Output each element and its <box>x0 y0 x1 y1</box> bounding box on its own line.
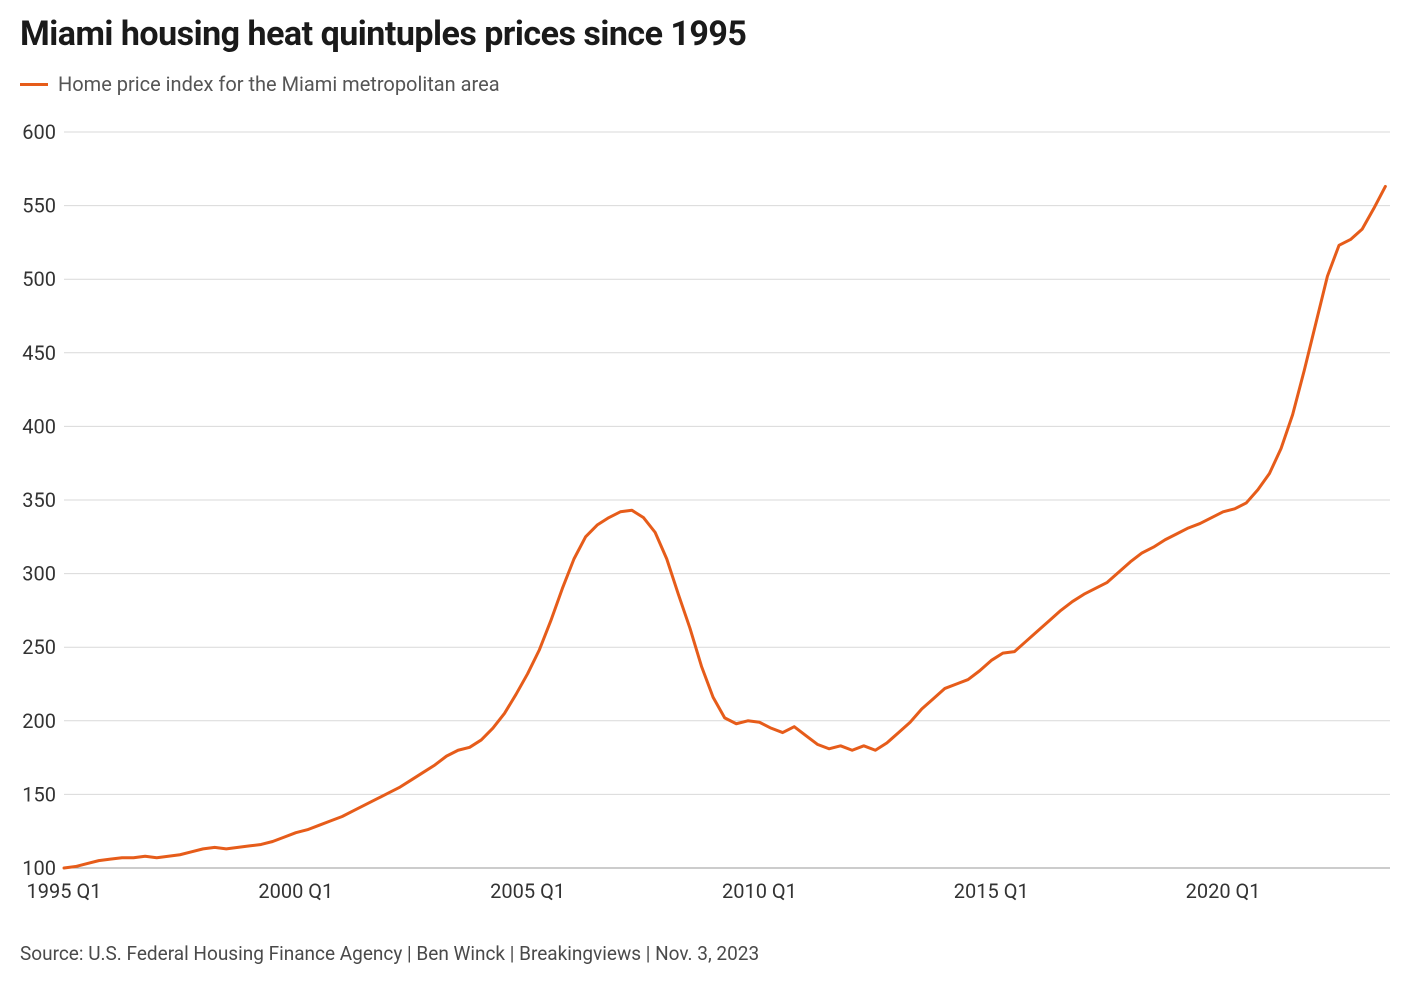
svg-text:500: 500 <box>22 267 56 291</box>
svg-text:2005 Q1: 2005 Q1 <box>490 879 565 903</box>
svg-text:550: 550 <box>22 194 56 218</box>
chart-source: Source: U.S. Federal Housing Finance Age… <box>20 942 1400 965</box>
svg-text:2000 Q1: 2000 Q1 <box>258 879 333 903</box>
svg-text:2015 Q1: 2015 Q1 <box>954 879 1029 903</box>
svg-text:100: 100 <box>22 856 56 880</box>
svg-text:350: 350 <box>22 488 56 512</box>
svg-text:250: 250 <box>22 635 56 659</box>
svg-text:600: 600 <box>22 122 56 144</box>
chart-plot: 100 150 200 250 300 350 400 450 500 550 600 1995 Q1… <box>20 122 1400 912</box>
svg-text:300: 300 <box>22 562 56 586</box>
legend: Home price index for the Miami metropoli… <box>20 72 1400 96</box>
svg-text:2020 Q1: 2020 Q1 <box>1186 879 1261 903</box>
chart-title: Miami housing heat quintuples prices sin… <box>20 14 1400 54</box>
svg-text:2010 Q1: 2010 Q1 <box>722 879 797 903</box>
chart-container: Miami housing heat quintuples prices sin… <box>0 0 1420 1000</box>
svg-text:1995 Q1: 1995 Q1 <box>27 879 102 903</box>
line-chart-svg: 100 150 200 250 300 350 400 450 500 550 600 1995 Q1… <box>20 122 1400 912</box>
legend-label: Home price index for the Miami metropoli… <box>58 72 500 96</box>
svg-text:400: 400 <box>22 414 56 438</box>
svg-text:450: 450 <box>22 341 56 365</box>
legend-swatch <box>20 83 48 86</box>
svg-text:200: 200 <box>22 709 56 733</box>
svg-text:150: 150 <box>22 782 56 806</box>
